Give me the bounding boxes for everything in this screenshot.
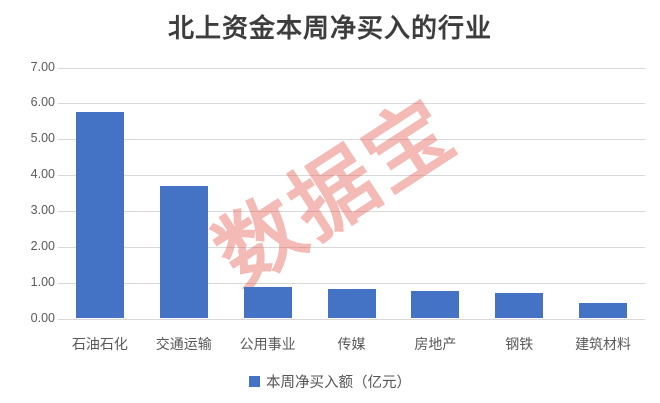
y-axis-tick-label: 1.00 <box>30 274 55 289</box>
y-axis-tick-label: 4.00 <box>30 167 55 182</box>
chart-title: 北上资金本周净买入的行业 <box>167 14 492 44</box>
chart-bar-3 <box>243 286 292 319</box>
gridline <box>58 67 645 69</box>
x-axis-tick-label: 钢铁 <box>505 335 534 352</box>
y-axis-tick-label: 6.00 <box>30 95 55 110</box>
chart-bar-6 <box>495 292 544 319</box>
gridline <box>58 318 645 320</box>
x-axis-tick-label: 房地产 <box>414 335 457 352</box>
gridline <box>58 103 645 105</box>
legend: 本周净买入额（亿元） <box>0 371 660 392</box>
y-axis-tick-label: 7.00 <box>30 59 55 74</box>
x-axis-tick-label: 石油石化 <box>71 335 128 352</box>
x-axis-tick-label: 建筑材料 <box>575 335 632 352</box>
gridline <box>58 139 645 141</box>
gridline <box>58 246 645 248</box>
chart-bar-5 <box>411 291 460 319</box>
chart-bar-7 <box>579 302 628 319</box>
chart-bar-2 <box>159 185 208 319</box>
y-axis-tick-label: 2.00 <box>30 238 55 253</box>
gridline <box>58 210 645 212</box>
x-axis-tick-label: 交通运输 <box>155 335 212 352</box>
y-axis-tick-label: 3.00 <box>30 202 55 217</box>
chart-bar-1 <box>75 111 124 319</box>
chart-bar-4 <box>327 288 376 319</box>
legend-swatch-icon <box>249 376 260 387</box>
y-axis-tick-label: 5.00 <box>30 131 55 146</box>
y-axis-tick-label: 0.00 <box>30 310 55 325</box>
x-axis-tick-label: 公用事业 <box>239 335 296 352</box>
gridline <box>58 175 645 177</box>
gridline <box>58 282 645 284</box>
x-axis-tick-label: 传媒 <box>337 335 366 352</box>
legend-label: 本周净买入额（亿元） <box>266 375 411 391</box>
